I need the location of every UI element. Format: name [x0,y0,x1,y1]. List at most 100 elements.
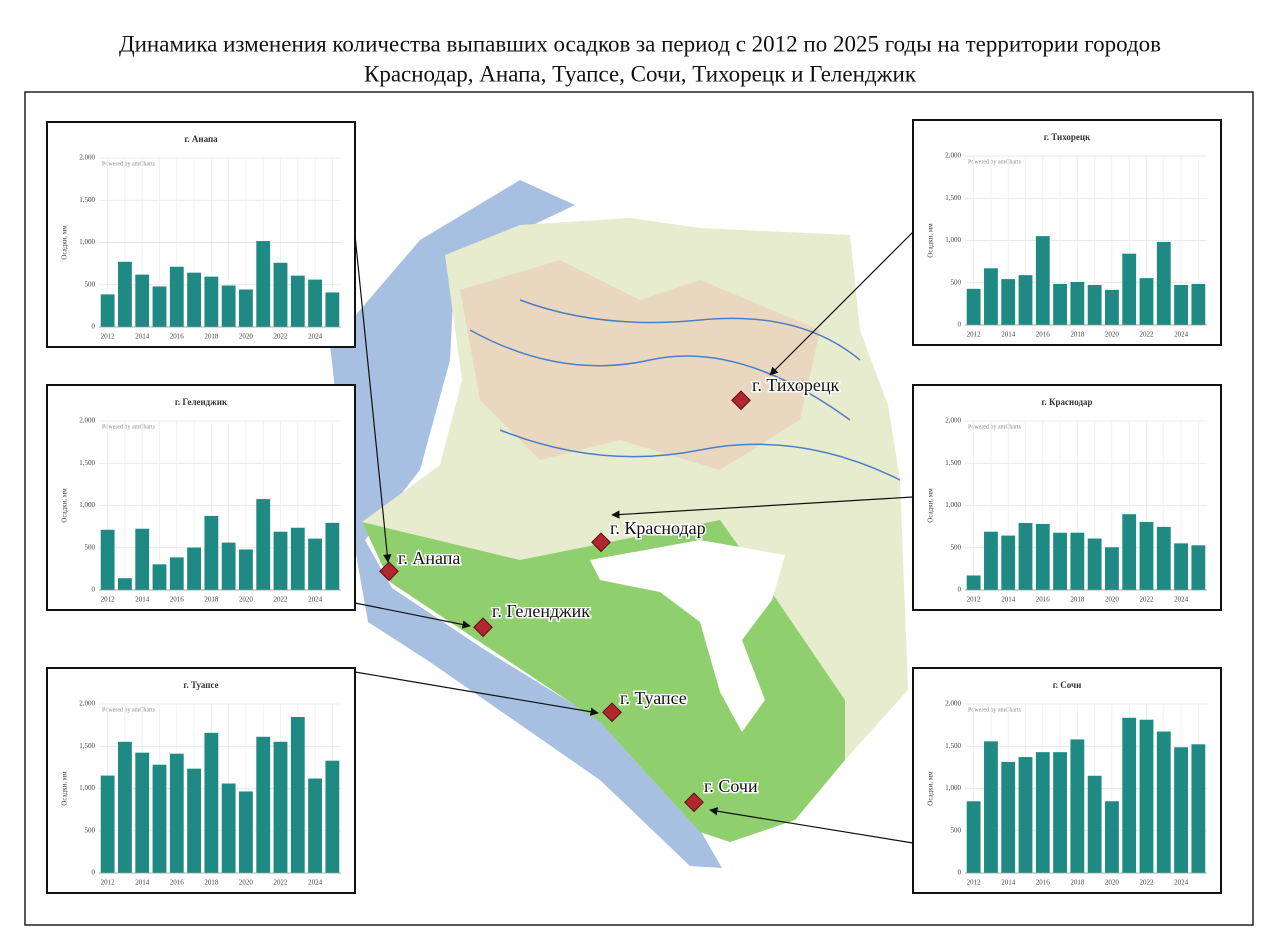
bar [1174,543,1188,590]
y-tick-label: 0 [92,586,96,594]
x-tick-label: 2022 [274,879,289,887]
y-tick-label: 500 [951,826,962,834]
x-tick-label: 2020 [1105,596,1120,604]
x-tick-label: 2022 [1140,879,1155,887]
bar [256,736,271,873]
bar [187,272,201,327]
inset-chart: г. Геленджик Powered by amCharts Осадки, м… [46,384,356,611]
bar [169,753,184,873]
arrow [354,671,599,716]
x-tick-label: 2014 [1001,879,1016,887]
bar [1191,283,1206,325]
bar [308,538,322,590]
x-tick-label: 2020 [1105,879,1120,887]
city-markers [379,390,751,813]
city-label: г. Краснодар [610,518,706,538]
x-tick-label: 2020 [239,879,254,887]
bar [1035,752,1050,873]
bar [966,575,981,590]
x-tick-label: 2020 [1105,331,1120,339]
x-tick-label: 2022 [1140,596,1155,604]
x-tick-label: 2022 [1140,331,1155,339]
bar [187,768,201,873]
reservoir [590,540,785,732]
land-zone [460,260,820,470]
city-label: г. Геленджик [492,601,590,621]
bar [984,741,998,873]
river [469,299,901,481]
bar [1018,757,1033,873]
credit: Powered by amCharts [968,707,1022,713]
bar [1035,236,1050,325]
bar [204,732,219,873]
title: Динамика изменения количества выпавших о… [119,31,1161,56]
bar [1070,281,1085,325]
bar [1001,279,1016,325]
y-tick-label: 500 [951,278,962,286]
bar [325,760,340,873]
x-tick-label: 2016 [170,879,185,887]
x-tick-label: 2024 [308,333,323,341]
bar [1070,739,1085,873]
bar [1053,532,1067,590]
city-marker [379,561,399,582]
y-tick-label: 0 [958,869,962,877]
x-tick-label: 2024 [1174,596,1189,604]
x-tick-label: 2012 [101,879,116,887]
y-axis-label: Осадки, мм [927,223,935,258]
x-tick-label: 2018 [204,879,219,887]
bar [1191,744,1206,873]
x-tick-label: 2016 [170,596,185,604]
y-tick-label: 0 [958,586,962,594]
bar [325,522,340,590]
y-tick-label: 0 [92,323,96,331]
x-tick-label: 2016 [1036,331,1051,339]
city-marker [602,702,622,723]
bar [1087,538,1102,590]
inset-chart: г. Краснодар Powered by amCharts Осадки, м… [912,384,1222,611]
bar [1001,535,1016,590]
bar [1105,547,1119,590]
bar [273,531,288,590]
y-tick-label: 2,000 [945,152,961,160]
x-tick-label: 2012 [101,596,116,604]
bar [1087,284,1102,325]
bar [100,294,115,327]
y-tick-label: 1,500 [945,459,961,467]
arrow [611,496,914,519]
bar [152,564,167,590]
x-tick-label: 2014 [135,596,150,604]
bar [239,549,253,590]
y-tick-label: 0 [92,869,96,877]
bar [256,241,271,327]
x-tick-label: 2016 [170,333,185,341]
bar [966,288,981,325]
bar [187,547,201,590]
bar [1018,522,1033,590]
chart-title: г. Тихорецк [1044,132,1091,142]
chart-title: г. Геленджик [175,397,228,407]
x-tick-label: 2014 [135,879,150,887]
credit: Powered by amCharts [968,159,1022,165]
bar [1156,526,1171,590]
bar [100,775,115,873]
city-marker [731,390,751,411]
bar [1070,532,1085,590]
bar [1191,545,1206,590]
city-label: г. Туапсе [620,688,687,708]
bar [1053,752,1067,873]
bar [135,752,150,873]
bar [204,276,219,327]
chart-title: г. Сочи [1053,680,1082,690]
city-marker [591,532,611,553]
bar [239,791,253,873]
bar [221,542,236,590]
bar [1053,283,1067,325]
bar [290,527,305,590]
y-axis-label: Осадки, мм [61,771,69,806]
x-tick-label: 2022 [274,333,289,341]
arrow [354,602,471,629]
y-tick-label: 1,500 [79,196,95,204]
bar [100,529,115,590]
bar [221,783,236,873]
